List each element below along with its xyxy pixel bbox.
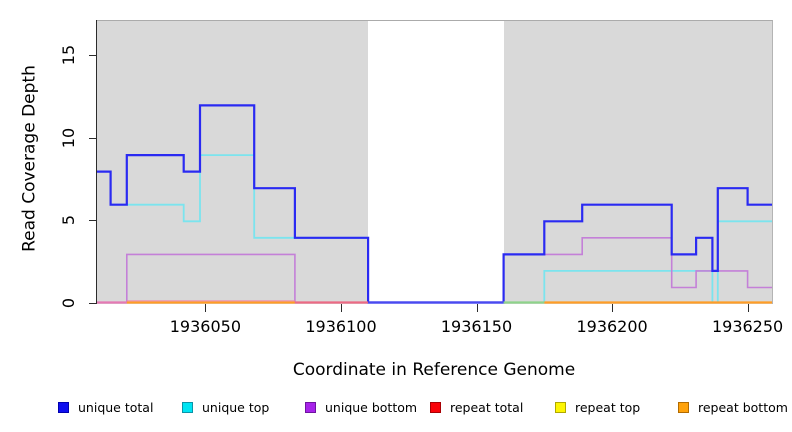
x-tick <box>205 304 207 312</box>
y-tick <box>89 220 96 222</box>
legend-swatch-unique-total <box>58 401 69 413</box>
legend-swatch-unique-bottom <box>305 401 316 413</box>
legend-label: repeat top <box>575 399 641 415</box>
legend-swatch-repeat-top <box>555 401 566 413</box>
x-tick-label: 1936250 <box>711 317 784 336</box>
legend-label: repeat total <box>450 399 524 415</box>
x-axis-title: Coordinate in Reference Genome <box>292 360 576 380</box>
series-unique-bottom-line <box>97 237 772 304</box>
legend: unique total unique top unique bottom re… <box>0 394 792 420</box>
y-tick-label: 10 <box>59 127 78 148</box>
legend-label: unique bottom <box>325 399 418 415</box>
x-tick <box>476 304 478 312</box>
series-unique-total-line <box>97 104 772 304</box>
y-tick <box>89 137 96 139</box>
x-tick-label: 1936200 <box>576 317 648 336</box>
legend-item-repeat-top: repeat top <box>555 394 640 420</box>
x-tick <box>747 304 749 312</box>
x-tick-label: 1936150 <box>440 317 513 336</box>
legend-label: unique top <box>202 399 270 415</box>
legend-label: repeat bottom <box>698 399 788 415</box>
plot-area <box>97 20 773 304</box>
legend-item-unique-top: unique top <box>182 394 269 420</box>
y-tick-label: 5 <box>59 215 78 226</box>
y-axis-title: Read Coverage Depth <box>19 65 40 252</box>
x-tick <box>341 304 342 312</box>
y-tick <box>89 303 96 304</box>
legend-swatch-repeat-total <box>430 401 441 413</box>
y-tick <box>89 54 96 56</box>
legend-item-repeat-total: repeat total <box>430 394 523 420</box>
y-axis-line <box>96 20 97 304</box>
y-tick-label: 0 <box>59 297 78 309</box>
legend-swatch-repeat-bottom <box>678 401 689 413</box>
chart-lines <box>97 104 772 304</box>
legend-item-unique-bottom: unique bottom <box>305 394 417 420</box>
y-tick-label: 15 <box>59 44 78 65</box>
legend-swatch-unique-top <box>182 401 193 413</box>
x-tick-label: 1936050 <box>169 317 242 336</box>
legend-item-unique-total: unique total <box>58 394 153 420</box>
x-tick-label: 1936100 <box>305 317 377 336</box>
masked-region <box>368 21 504 304</box>
legend-item-repeat-bottom: repeat bottom <box>678 394 788 420</box>
x-tick <box>612 304 614 312</box>
legend-label: unique total <box>78 399 154 415</box>
